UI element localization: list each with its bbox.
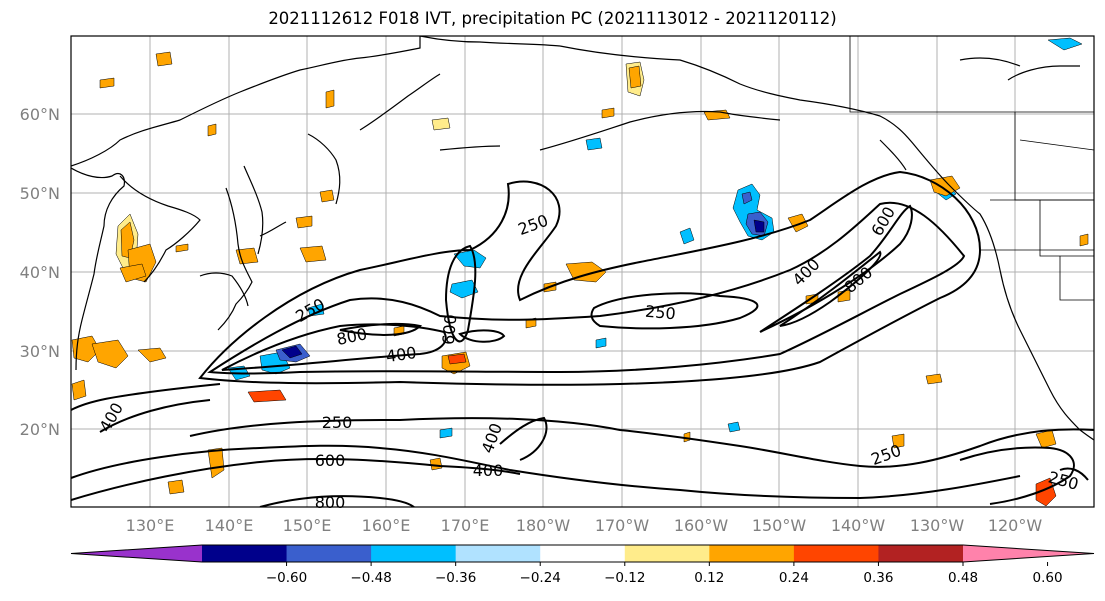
colorbar-swatch — [371, 545, 457, 562]
precipitation-anomaly-shading — [71, 37, 1089, 507]
colorbar-tick-label: −0.60 — [266, 570, 307, 586]
lon-label: 180°W — [516, 516, 571, 535]
colorbar-tick-label: 0.24 — [779, 570, 809, 586]
coastlines — [71, 36, 1094, 441]
lat-label: 60°N — [20, 105, 60, 124]
ivt-contours — [71, 170, 1094, 507]
boundaries — [849, 36, 1094, 301]
lon-label: 130°E — [126, 516, 175, 535]
colorbar-tick-label: 0.12 — [694, 570, 724, 586]
colorbar-tick-label: 0.48 — [948, 570, 978, 586]
colorbar-tick-label: 0.36 — [863, 570, 893, 586]
colorbar-swatch — [540, 545, 626, 562]
colorbar-swatch — [709, 545, 795, 562]
colorbar-swatch — [286, 545, 372, 562]
contour-label: 600 — [439, 313, 461, 345]
colorbar-swatch — [202, 545, 288, 562]
colorbar-extend-high — [963, 545, 1094, 562]
lon-label: 170°E — [441, 516, 490, 535]
lat-label: 40°N — [20, 263, 60, 282]
colorbar-swatch — [793, 545, 879, 562]
lon-label: 160°W — [674, 516, 729, 535]
colorbar-tick-label: −0.48 — [350, 570, 391, 586]
contour-label: 250 — [644, 302, 676, 324]
lon-label: 150°W — [752, 516, 807, 535]
contour-label: 400 — [473, 461, 504, 480]
lon-label: 160°E — [362, 516, 411, 535]
lon-label: 150°E — [283, 516, 332, 535]
contour-label: 800 — [315, 493, 346, 512]
colorbar: −0.60 −0.48 −0.36 −0.24 −0.12 0.12 0.24 0.36 0.4… — [70, 544, 1095, 586]
map-frame — [70, 35, 1095, 508]
map-title: 2021112612 F018 IVT, precipitation PC (2… — [268, 9, 837, 28]
colorbar-outline — [70, 544, 1095, 563]
colorbar-tick-label: 0.60 — [1033, 570, 1063, 586]
lat-label: 30°N — [20, 342, 60, 361]
lon-label: 120°W — [988, 516, 1043, 535]
colorbar-tick-label: −0.36 — [435, 570, 476, 586]
colorbar-swatch — [624, 545, 710, 562]
colorbar-swatch — [455, 545, 541, 562]
lon-label: 140°W — [831, 516, 886, 535]
colorbar-extend-low — [71, 545, 202, 562]
lon-label: 130°W — [910, 516, 965, 535]
lon-label: 140°E — [205, 516, 254, 535]
lat-label: 20°N — [20, 420, 60, 439]
latitude-labels: 60°N 50°N 40°N 30°N 20°N — [20, 105, 60, 439]
longitude-labels: 130°E 140°E 150°E 160°E 170°E 180°W 170°… — [126, 516, 1043, 535]
colorbar-swatch — [878, 545, 964, 562]
lon-label: 170°W — [595, 516, 650, 535]
contour-label: 400 — [385, 343, 418, 366]
colorbar-tick-label: −0.12 — [604, 570, 645, 586]
lat-label: 50°N — [20, 184, 60, 203]
colorbar-tick-label: −0.24 — [520, 570, 561, 586]
contour-label: 250 — [322, 413, 353, 432]
contour-label: 600 — [315, 451, 346, 470]
